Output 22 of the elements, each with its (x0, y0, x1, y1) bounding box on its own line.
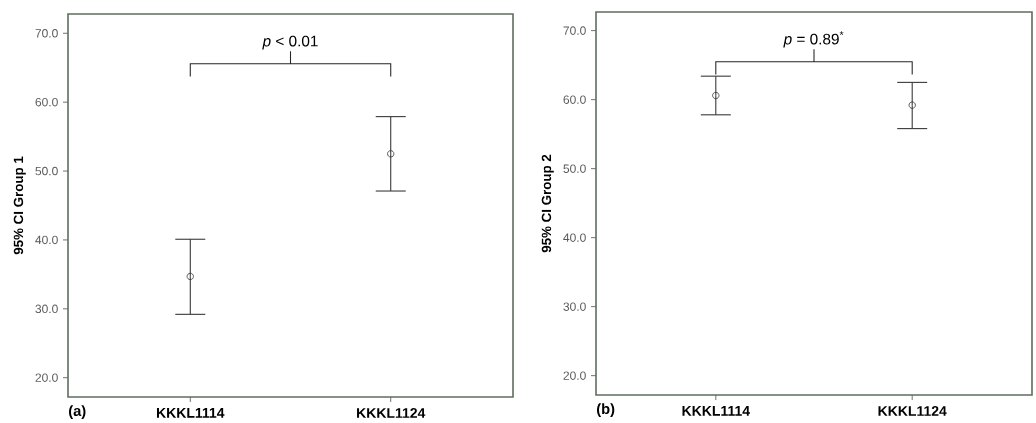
y-tick-label: 60.0 (35, 97, 58, 107)
annotation: p = 0.89$^{*}$ (783, 31, 844, 48)
x-tick-label: KKKL1124 (357, 408, 426, 418)
y-tick-label: 50.0 (35, 166, 58, 176)
x-tick-label: KKKL1114 (682, 406, 750, 416)
x-tick-label: KKKL1114 (156, 408, 225, 418)
y-axis-title: 95% CI Group 1 (13, 156, 26, 255)
y-tick-label: 20.0 (35, 373, 58, 382)
text: (a) (69, 405, 86, 419)
y-tick-label: 30.0 (563, 302, 586, 311)
y-tick-label: 70.0 (563, 26, 586, 35)
y-tick-label: 50.0 (563, 164, 586, 173)
annotation: p < 0.01 (262, 35, 318, 50)
y-tick-label: 70.0 (35, 29, 58, 38)
y-tick-label: 40.0 (35, 235, 58, 245)
x-tick-label: KKKL1124 (878, 406, 947, 416)
y-tick-label: 30.0 (35, 304, 58, 314)
y-tick-label: 20.0 (563, 371, 586, 380)
y-axis-title: 95% CI Group 2 (541, 154, 554, 253)
y-tick-label: 60.0 (563, 95, 586, 104)
y-tick-label: 40.0 (563, 233, 586, 242)
text: (b) (597, 403, 615, 417)
